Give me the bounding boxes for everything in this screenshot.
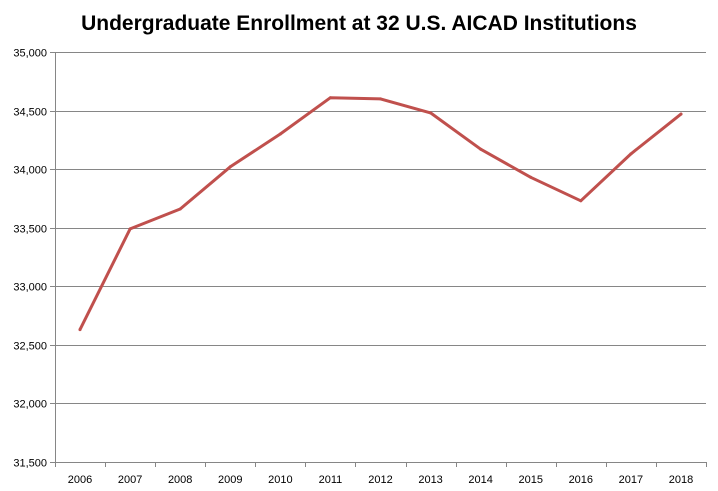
y-tick-label: 31,500 xyxy=(13,458,47,470)
x-tick-label: 2008 xyxy=(168,474,192,486)
data-point xyxy=(529,175,533,179)
x-tick-label: 2017 xyxy=(619,474,643,486)
series-line xyxy=(78,96,683,332)
x-tick-label: 2013 xyxy=(418,474,442,486)
x-tick-label: 2007 xyxy=(118,474,142,486)
x-tick-label: 2012 xyxy=(368,474,392,486)
data-point xyxy=(128,227,132,231)
data-point xyxy=(78,328,82,332)
data-point xyxy=(379,97,382,101)
x-tick-label: 2009 xyxy=(218,474,242,486)
series-group xyxy=(78,96,683,332)
x-tick-label: 2011 xyxy=(319,474,343,486)
x-tick-label: 2018 xyxy=(669,474,693,486)
axes xyxy=(55,52,706,463)
x-tick-label: 2016 xyxy=(569,474,593,486)
x-tick-label: 2014 xyxy=(468,474,492,486)
data-point xyxy=(328,96,332,100)
data-point xyxy=(479,147,483,151)
y-axis-ticks: 31,500 32,000 32,500 33,000 33,500 34,000 34,5… xyxy=(13,48,55,470)
y-tick-label: 34,000 xyxy=(13,165,47,177)
data-point xyxy=(579,199,583,203)
x-tick-label: 2010 xyxy=(268,474,292,486)
x-tick-label: 2015 xyxy=(518,474,542,486)
data-point xyxy=(278,132,282,136)
data-point xyxy=(429,111,433,115)
y-tick-label: 35,000 xyxy=(13,48,47,60)
x-tick-label: 2006 xyxy=(68,474,92,486)
y-tick-label: 33,000 xyxy=(13,282,47,294)
y-tick-label: 34,500 xyxy=(13,107,47,119)
y-tick-label: 32,000 xyxy=(13,399,47,411)
chart-title: Undergraduate Enrollment at 32 U.S. AICA… xyxy=(81,12,637,35)
data-point xyxy=(178,207,182,211)
y-tick-label: 32,500 xyxy=(13,341,47,353)
data-point xyxy=(629,152,633,156)
data-point xyxy=(228,165,232,169)
data-point xyxy=(679,112,683,116)
x-axis-ticks: 2006 2007 2008 2009 2010 2011 2012 2013 2014 2015… xyxy=(55,462,707,486)
gridlines xyxy=(55,52,706,404)
y-tick-label: 33,500 xyxy=(13,224,47,236)
